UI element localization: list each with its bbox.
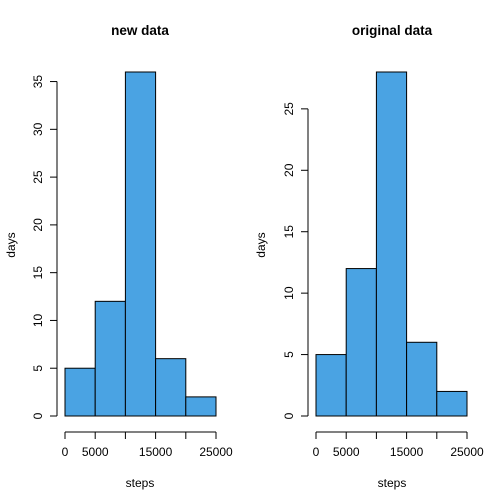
y-tick-label: 0 — [282, 412, 296, 419]
histogram-bar — [64, 367, 96, 417]
histogram-bar — [185, 396, 217, 417]
x-tick-label: 25000 — [450, 445, 484, 459]
panel-new-data: new data steps days 0 5000 15000 25000 0 5 10… — [4, 23, 233, 490]
y-axis: 0 5 10 15 20 25 — [282, 102, 309, 419]
y-tick-label: 10 — [282, 286, 296, 300]
histogram-bar — [436, 390, 468, 417]
y-tick-label: 25 — [282, 102, 296, 116]
y-tick-label: 35 — [31, 75, 45, 89]
x-axis-label: steps — [126, 476, 155, 490]
histogram-bar — [315, 354, 347, 417]
y-tick-label: 20 — [282, 163, 296, 177]
histogram-bar — [406, 341, 438, 417]
x-axis-label: steps — [378, 476, 407, 490]
chart-title: new data — [111, 23, 169, 38]
y-tick-label: 5 — [31, 365, 45, 372]
panel-original-data: original data steps days 0 5000 15000 25000… — [254, 23, 484, 490]
y-tick-label: 15 — [31, 266, 45, 280]
y-tick-label: 25 — [31, 170, 45, 184]
x-tick-label: 0 — [62, 445, 69, 459]
y-tick-label: 0 — [31, 412, 45, 419]
y-tick-label: 30 — [31, 122, 45, 136]
bars — [64, 71, 217, 417]
histogram-bar — [94, 300, 126, 417]
y-tick-label: 20 — [31, 218, 45, 232]
histogram-bar — [124, 71, 157, 417]
histogram-bar — [375, 71, 408, 417]
x-tick-label: 5000 — [333, 445, 360, 459]
histogram-bar — [155, 358, 187, 417]
chart-title: original data — [352, 23, 433, 38]
y-axis: 0 5 10 15 20 25 30 35 — [31, 75, 58, 419]
bars — [315, 71, 468, 417]
x-tick-label: 5000 — [82, 445, 109, 459]
y-axis-label: days — [254, 232, 268, 257]
y-tick-label: 15 — [282, 225, 296, 239]
y-tick-label: 10 — [31, 313, 45, 327]
x-tick-label: 15000 — [139, 445, 173, 459]
y-tick-label: 5 — [282, 351, 296, 358]
x-tick-label: 0 — [313, 445, 320, 459]
histogram-bar — [345, 268, 377, 417]
x-axis: 0 5000 15000 25000 — [313, 431, 484, 459]
x-tick-label: 25000 — [199, 445, 233, 459]
x-axis: 0 5000 15000 25000 — [62, 431, 233, 459]
x-tick-label: 15000 — [390, 445, 424, 459]
y-axis-label: days — [4, 232, 18, 257]
